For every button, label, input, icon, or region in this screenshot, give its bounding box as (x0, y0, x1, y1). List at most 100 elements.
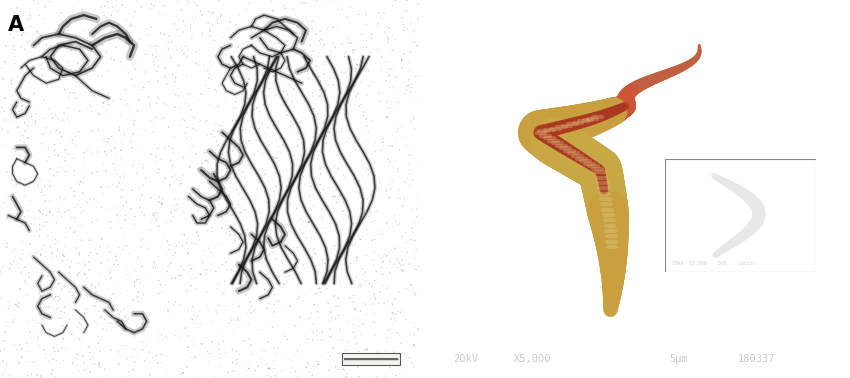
Point (327, 145, 341, 151)
Point (124, 206, 138, 212)
Point (29, 111, 42, 117)
Point (113, 125, 127, 131)
Point (291, 348, 304, 354)
Point (230, 95, 244, 101)
Point (382, 91, 395, 97)
Point (380, 285, 394, 291)
Point (295, 241, 309, 247)
Point (306, 71, 320, 77)
Point (350, 341, 364, 347)
Point (209, 228, 223, 234)
Point (190, 218, 203, 224)
Point (309, 280, 322, 286)
Point (251, 148, 264, 154)
Point (335, 140, 348, 146)
Point (207, 140, 220, 146)
Point (122, 250, 136, 256)
Point (147, 265, 161, 271)
Point (323, 75, 337, 81)
Point (23, 179, 37, 185)
Point (113, 216, 127, 222)
Point (3, 298, 16, 304)
Point (347, 33, 360, 39)
Point (249, 195, 263, 201)
Point (14, 269, 28, 275)
Point (83, 197, 97, 203)
Point (32, 233, 46, 239)
Point (316, 196, 330, 202)
Point (273, 274, 286, 280)
Point (383, 270, 397, 276)
Point (79, 367, 93, 373)
Point (94, 5, 108, 11)
Point (350, 257, 364, 263)
Point (0, 276, 8, 282)
Point (350, 275, 364, 281)
Point (299, 340, 313, 346)
Point (364, 34, 377, 40)
Point (31, 29, 44, 35)
Point (13, 286, 26, 292)
Point (186, 15, 200, 21)
Point (12, 181, 26, 187)
Point (250, 21, 264, 27)
Point (167, 338, 181, 344)
Point (241, 258, 255, 264)
Point (255, 23, 269, 29)
Point (372, 253, 386, 259)
Point (194, 8, 207, 14)
Point (278, 55, 292, 61)
Point (201, 101, 215, 107)
Point (168, 315, 182, 321)
Point (42, 358, 55, 364)
Point (318, 113, 332, 119)
Point (403, 171, 416, 177)
Point (314, 289, 327, 295)
Point (68, 303, 82, 309)
Point (94, 365, 108, 371)
Point (47, 269, 60, 275)
Point (328, 243, 342, 249)
Point (176, 172, 190, 178)
Point (261, 339, 275, 345)
Point (312, 326, 326, 332)
Point (378, 353, 392, 359)
Point (212, 265, 225, 271)
Point (411, 73, 425, 79)
Point (2, 330, 15, 336)
Point (81, 35, 94, 41)
Point (191, 23, 205, 29)
Point (366, 151, 379, 157)
Point (181, 46, 195, 53)
Point (256, 261, 269, 267)
Point (320, 177, 334, 183)
Point (412, 99, 426, 105)
Point (117, 160, 131, 166)
Point (404, 144, 417, 150)
Point (292, 293, 306, 299)
Point (396, 268, 410, 274)
Point (394, 309, 407, 315)
Point (315, 257, 329, 263)
Point (201, 9, 215, 15)
Point (14, 327, 28, 333)
Point (207, 375, 220, 378)
Point (128, 311, 142, 317)
Point (168, 21, 182, 27)
Point (71, 318, 85, 324)
Point (214, 44, 228, 50)
Point (195, 218, 208, 225)
Point (2, 193, 15, 199)
Point (258, 172, 272, 178)
Point (333, 192, 347, 198)
Point (174, 181, 188, 187)
Point (293, 227, 307, 233)
Point (157, 178, 171, 184)
Point (178, 130, 192, 136)
Point (221, 130, 235, 136)
Point (96, 296, 110, 302)
Point (167, 121, 181, 127)
Point (310, 328, 324, 334)
Point (359, 347, 372, 353)
Point (194, 272, 207, 278)
